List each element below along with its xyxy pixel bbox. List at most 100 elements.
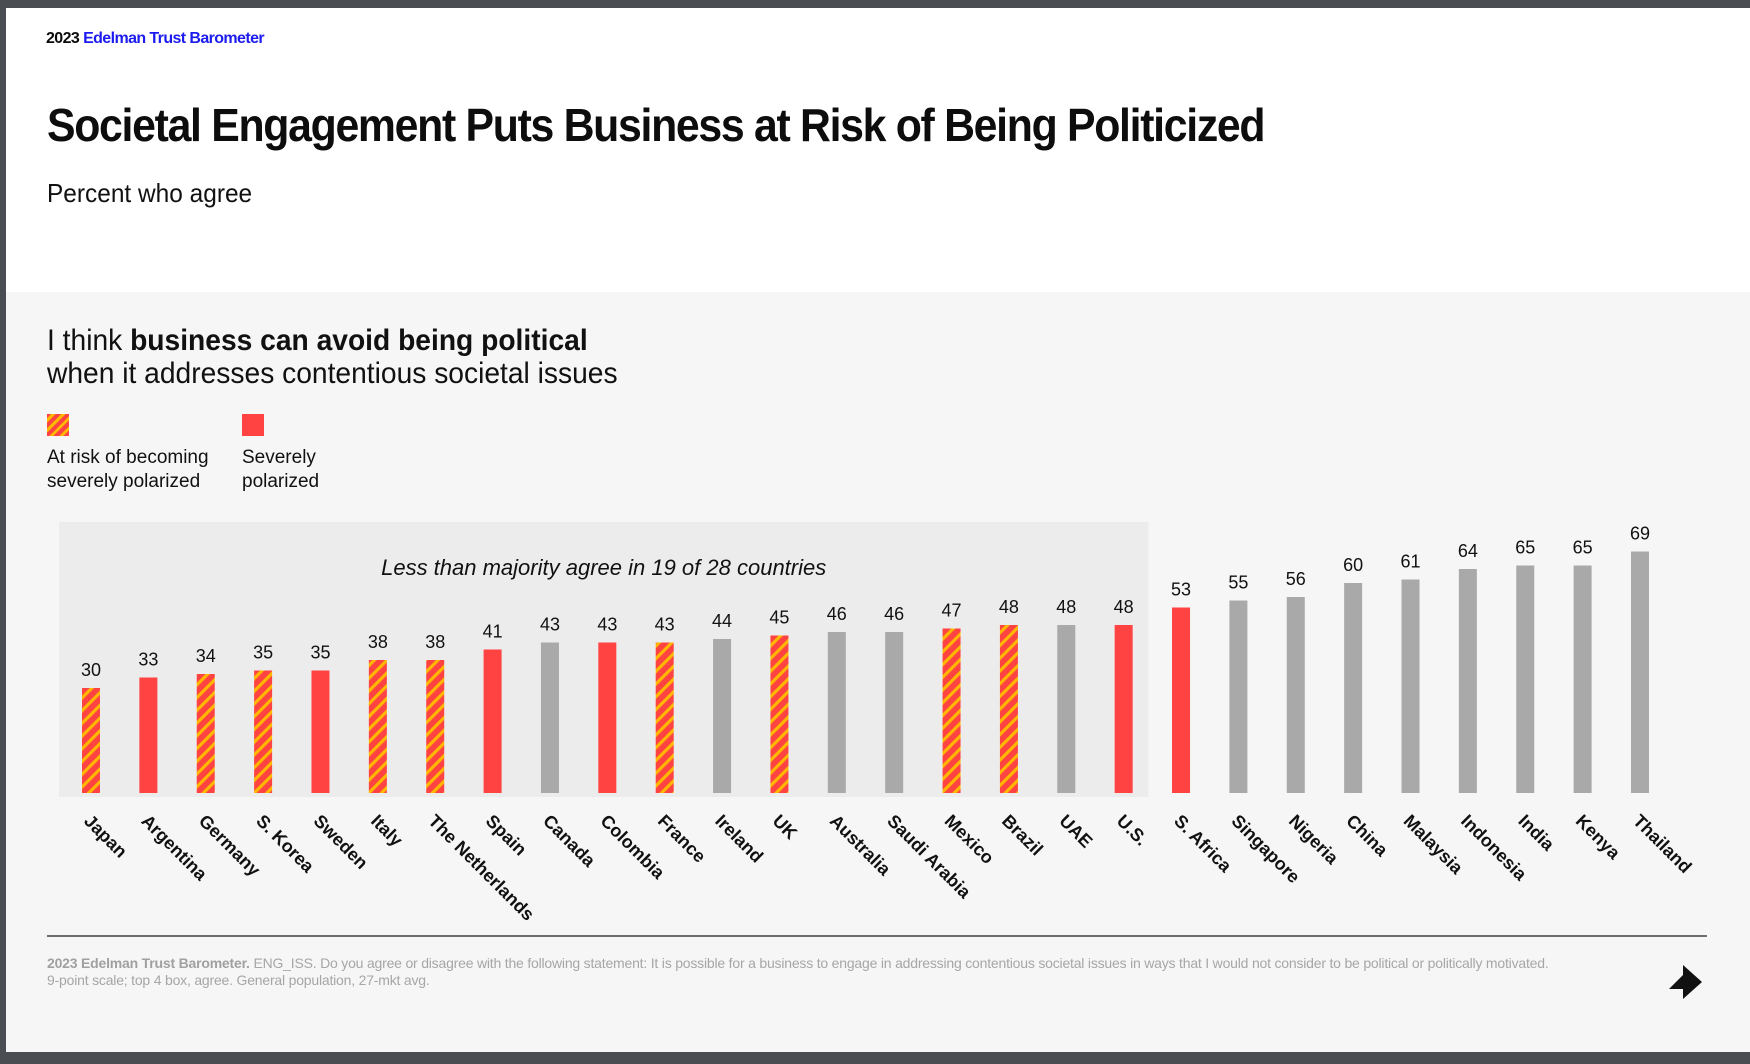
category-label: Malaysia [1400, 811, 1468, 879]
bar-france [655, 642, 674, 793]
bar-chart: Less than majority agree in 19 of 28 cou… [59, 522, 1696, 925]
bar-indonesia [1458, 569, 1477, 793]
bar-brazil [999, 625, 1018, 793]
data-label: 65 [1515, 538, 1535, 558]
question-line2: when it addresses contentious societal i… [47, 357, 618, 390]
legend-swatch-solid [242, 414, 264, 436]
bar-nigeria [1286, 597, 1305, 793]
bar-s-africa [1172, 607, 1191, 793]
data-label: 47 [942, 601, 962, 621]
footnote-source: 2023 Edelman Trust Barometer. [47, 955, 250, 971]
category-label: Japan [80, 811, 131, 862]
category-label: Brazil [998, 811, 1047, 860]
category-label: India [1514, 811, 1559, 856]
bar-mexico [942, 628, 961, 793]
data-label: 65 [1573, 538, 1593, 558]
data-label: 46 [827, 604, 847, 624]
bar-argentina [139, 677, 158, 793]
category-label: UAE [1055, 811, 1096, 852]
page-subtitle: Percent who agree [47, 178, 253, 208]
data-label: 61 [1400, 552, 1420, 572]
category-label: Mexico [941, 811, 998, 868]
legend-item-at-risk: At risk of becoming severely polarized [47, 414, 209, 494]
bar-s-korea [254, 670, 273, 793]
data-label: 38 [368, 632, 388, 652]
data-label: 48 [1114, 597, 1134, 617]
footer-divider [47, 935, 1707, 937]
bar-germany [196, 674, 215, 793]
category-label: Australia [826, 811, 895, 880]
category-label: U.S. [1113, 811, 1152, 850]
bar-ireland [713, 639, 732, 793]
data-label: 55 [1228, 573, 1248, 593]
question-prefix: I think [47, 324, 131, 357]
category-label: Sweden [310, 811, 372, 873]
legend-swatch-striped [47, 414, 69, 436]
bar-uae [1057, 625, 1076, 793]
legend-item-severe: Severely polarized [242, 414, 319, 494]
category-label: Kenya [1572, 811, 1625, 864]
data-label: 44 [712, 611, 732, 631]
data-label: 48 [999, 597, 1019, 617]
bar-india [1516, 565, 1535, 793]
data-label: 69 [1630, 524, 1650, 544]
bar-australia [827, 632, 846, 793]
footnote-line2: 9-point scale; top 4 box, agree. General… [47, 972, 430, 988]
data-label: 34 [196, 646, 216, 666]
data-label: 48 [1056, 597, 1076, 617]
brand-header: 2023 Edelman Trust Barometer [46, 30, 265, 48]
brand-name: Edelman Trust Barometer [83, 30, 265, 47]
category-label: Nigeria [1285, 811, 1343, 869]
category-label: Spain [482, 811, 531, 860]
category-label: Italy [367, 811, 407, 851]
data-label: 46 [884, 604, 904, 624]
next-arrow-icon[interactable] [1666, 962, 1706, 1002]
category-label: France [654, 811, 710, 867]
bar-colombia [598, 642, 617, 793]
chart-question: I think business can avoid being politic… [47, 324, 618, 390]
bar-china [1344, 583, 1363, 793]
data-label: 41 [483, 622, 503, 642]
bar-the-netherlands [426, 660, 445, 793]
data-label: 33 [138, 650, 158, 670]
bar-u-s [1114, 625, 1133, 793]
footnote: 2023 Edelman Trust Barometer. ENG_ISS. D… [47, 955, 1647, 989]
bar-spain [483, 649, 502, 793]
category-label: S. Africa [1170, 811, 1236, 877]
category-label: Thailand [1629, 811, 1695, 877]
legend-label: Severely polarized [242, 447, 320, 492]
bar-japan [82, 688, 100, 793]
category-label: China [1342, 811, 1392, 861]
bar-thailand [1630, 551, 1649, 793]
bar-canada [540, 642, 559, 793]
category-label: The Netherlands [424, 811, 538, 925]
data-label: 60 [1343, 555, 1363, 575]
data-label: 30 [81, 660, 101, 680]
data-label: 64 [1458, 541, 1478, 561]
data-label: 43 [597, 615, 617, 635]
data-label: 43 [655, 615, 675, 635]
bar-kenya [1573, 565, 1592, 793]
brand-year: 2023 [46, 30, 80, 47]
data-label: 38 [425, 632, 445, 652]
data-label: 45 [769, 608, 789, 628]
bar-malaysia [1401, 579, 1420, 793]
data-label: 53 [1171, 580, 1191, 600]
bar-singapore [1229, 600, 1248, 793]
legend-label: At risk of becoming severely polarized [47, 447, 209, 492]
category-label: Ireland [711, 811, 767, 867]
category-label: UK [769, 811, 802, 844]
question-bold: business can avoid being political [130, 324, 588, 357]
slide: 2023 Edelman Trust Barometer Societal En… [6, 8, 1750, 1052]
page-title: Societal Engagement Puts Business at Ris… [47, 99, 1266, 151]
data-label: 35 [253, 643, 273, 663]
data-label: 56 [1286, 569, 1306, 589]
chart-annotation: Less than majority agree in 19 of 28 cou… [381, 555, 826, 580]
category-label: Canada [539, 811, 600, 872]
data-label: 35 [310, 643, 330, 663]
bar-italy [368, 660, 387, 793]
footnote-line1: ENG_ISS. Do you agree or disagree with t… [249, 955, 1549, 971]
bar-sweden [311, 670, 330, 793]
bar-uk [770, 635, 789, 793]
bar-saudi-arabia [885, 632, 904, 793]
